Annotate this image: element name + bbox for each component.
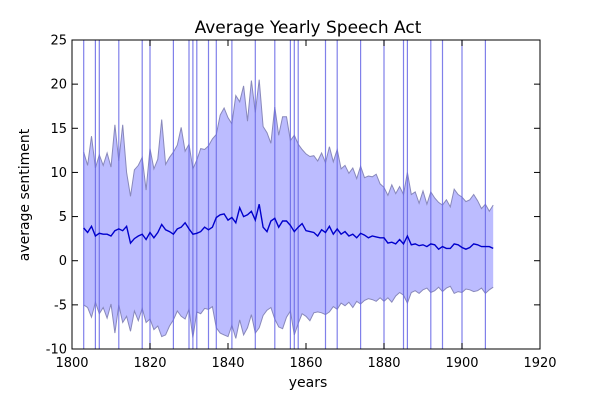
y-axis-label: average sentiment bbox=[17, 128, 33, 261]
y-tick-label: -10 bbox=[46, 343, 67, 358]
y-tick-label: 15 bbox=[50, 122, 67, 137]
band-lower-edge bbox=[83, 285, 494, 339]
y-tick-label: 25 bbox=[50, 34, 67, 49]
y-tick-label: 20 bbox=[50, 78, 67, 93]
mean-line bbox=[83, 204, 494, 251]
band-upper-edge bbox=[83, 79, 494, 213]
x-tick-label: 1820 bbox=[133, 356, 166, 371]
x-axis-label: years bbox=[289, 375, 328, 391]
x-tick-label: 1900 bbox=[445, 356, 478, 371]
x-tick-label: 1920 bbox=[523, 356, 556, 371]
chart-title: Average Yearly Speech Act bbox=[195, 18, 422, 38]
x-tick-label: 1880 bbox=[367, 356, 400, 371]
y-tick-label: 0 bbox=[59, 254, 67, 269]
x-tick-label: 1860 bbox=[289, 356, 322, 371]
plot-area: 1800 1820 1840 1860 1880 1900 1920 -10 -5 0 5 10 15 2… bbox=[46, 34, 557, 372]
x-tick-label: 1840 bbox=[211, 356, 244, 371]
y-tick-label: 10 bbox=[50, 166, 67, 181]
y-tick-label: 5 bbox=[59, 210, 67, 225]
x-tick-label: 1800 bbox=[55, 356, 88, 371]
y-tick-label: -5 bbox=[54, 298, 67, 313]
band-area bbox=[83, 79, 494, 339]
